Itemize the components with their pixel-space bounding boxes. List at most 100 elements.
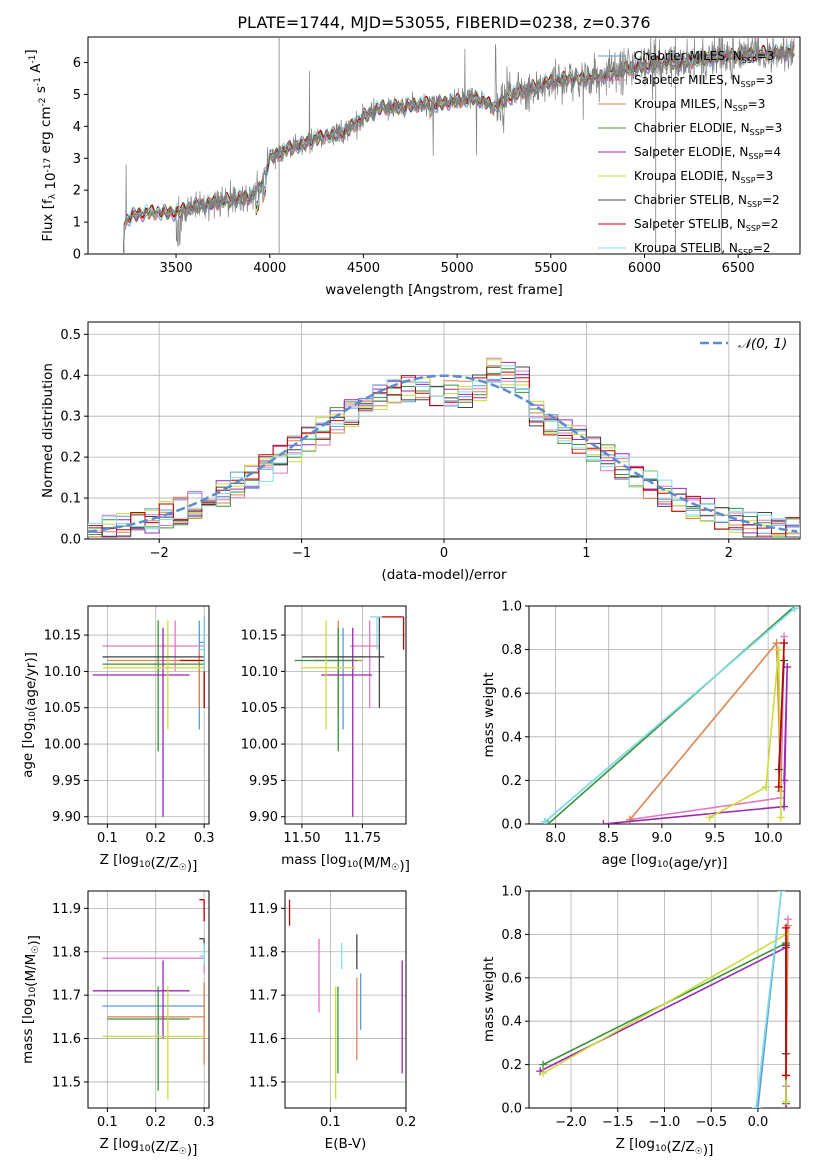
y-axis-label: Flux [fλ 10-17 erg cm-2 s-1 A-1]	[23, 49, 59, 241]
x-axis-label: mass [log10(M/M☉)]	[281, 852, 410, 874]
y-tick-label: 11.7	[249, 989, 278, 1004]
y-tick-label: 11.5	[52, 1075, 81, 1090]
x-tick-label: 11.50	[283, 831, 320, 846]
mass-vs-metallicity-panel: 0.1 0.2 0.3 11.5 11.6 11.7 11.8 11.9 Z [log10(Z/…	[20, 890, 215, 1158]
x-tick-label: −1.5	[602, 1115, 634, 1130]
x-tick-label: 0.3	[194, 831, 215, 846]
y-tick-label: 0	[73, 248, 81, 263]
mass-weight-marker	[774, 782, 783, 791]
y-tick-label: 0.4	[60, 369, 81, 384]
x-axis-label: Z [log10(Z/Z☉)]	[100, 852, 198, 874]
residual-histogram-line	[88, 365, 800, 538]
legend-nssp: 4	[773, 145, 781, 159]
mass-weight-marker	[705, 813, 714, 822]
spectrum-panel: 3500 4000 4500 5000 5500 6000 6500 0 1 2 3 4 5 6 wavel…	[23, 36, 801, 298]
y-tick-label: 9.95	[249, 774, 278, 789]
y-tick-label: 1.0	[501, 600, 522, 615]
y-tick-label: 0.6	[501, 971, 522, 986]
axes-frame	[284, 890, 407, 1109]
x-tick-label: 0.2	[396, 1115, 417, 1130]
legend-model-name: Salpeter MILES	[634, 73, 724, 87]
y-tick-label: 9.95	[52, 774, 81, 789]
mass-weight-vs-age-panel: 8.0 8.5 9.0 9.5 10.0 0.0 0.2 0.4 0.6 0.8 1.0 age [l…	[481, 600, 801, 871]
y-axis-label: age [log10(age/yr)]	[20, 652, 39, 778]
y-tick-label: 0.3	[60, 410, 81, 425]
y-axis-label: mass weight	[481, 672, 497, 757]
mass-weight-marker	[781, 1071, 790, 1080]
x-tick-label: 0.2	[145, 831, 166, 846]
legend-model-name: Kroupa MILES	[634, 97, 716, 111]
legend-nssp: 2	[772, 193, 780, 207]
x-tick-label: 11.75	[344, 831, 381, 846]
mass-weight-marker	[539, 1069, 548, 1078]
legend-model-name: Chabrier STELIB	[634, 193, 730, 207]
x-tick-label: 0.1	[320, 1115, 341, 1130]
y-tick-label: 11.6	[249, 1032, 278, 1047]
x-tick-label: −1	[292, 546, 311, 561]
y-tick-label: 10.05	[241, 701, 278, 716]
mass-weight-marker	[540, 817, 549, 824]
legend-model-name: Salpeter ELODIE	[634, 145, 732, 159]
legend-label: Chabrier MILES, NSSP=3	[634, 49, 774, 65]
mass-weight-line	[603, 666, 788, 824]
mass-weight-vs-metallicity-panel: −2.0 −1.5 −1.0 −0.5 0.0 0.0 0.2 0.4 0.6 0.8 1.0 Z […	[481, 885, 801, 1158]
x-axis-label: age [log10(age/yr)]	[602, 852, 728, 871]
mass-weight-marker	[777, 891, 786, 895]
x-tick-label: 1	[582, 546, 590, 561]
legend-model-name: Chabrier MILES	[634, 49, 725, 63]
y-tick-label: 0.5	[60, 328, 81, 343]
x-tick-label: 10.0	[754, 831, 783, 846]
x-axis-label: wavelength [Angstrom, rest frame]	[325, 282, 563, 298]
y-tick-label: 11.8	[249, 945, 278, 960]
legend-label: Kroupa ELODIE, NSSP=3	[634, 169, 773, 185]
y-tick-label: 0.4	[501, 730, 522, 745]
y-tick-label: 10.15	[241, 629, 278, 644]
mass-weight-marker	[780, 776, 789, 785]
x-tick-label: 5500	[534, 261, 567, 276]
mass-weight-marker	[539, 1060, 548, 1069]
legend-model-name: Kroupa STELIB	[634, 241, 721, 255]
y-axis-label: mass weight	[481, 957, 497, 1042]
legend-nssp: 3	[775, 121, 783, 135]
observed-spectrum-line	[123, 37, 795, 254]
y-tick-label: 3	[73, 152, 81, 167]
y-tick-label: 9.90	[52, 810, 81, 825]
plot-area	[123, 37, 795, 254]
mass-weight-line	[709, 649, 782, 819]
x-tick-label: 0.1	[97, 1115, 118, 1130]
y-tick-label: 9.90	[249, 810, 278, 825]
legend-model-name: Salpeter STELIB	[634, 217, 729, 231]
legend-nssp: 3	[758, 97, 766, 111]
residuals-histogram-panel: −2 −1 0 1 2 0.0 0.1 0.2 0.3 0.4 0.5 (data-model)/er…	[40, 321, 801, 583]
y-tick-label: 10.10	[241, 665, 278, 680]
mass-weight-marker	[753, 1104, 762, 1108]
gaussian-reference-line	[88, 374, 798, 534]
mass-weight-marker	[780, 639, 789, 648]
y-tick-label: 10.00	[44, 738, 81, 753]
y-tick-label: 0.0	[60, 533, 81, 548]
axes-frame	[87, 605, 210, 825]
plot-area	[540, 606, 799, 824]
x-tick-label: 5000	[441, 261, 474, 276]
legend-label: Salpeter MILES, NSSP=3	[634, 73, 773, 89]
y-tick-label: 0.1	[60, 492, 81, 507]
axes-frame	[87, 36, 801, 255]
legend-label: Kroupa STELIB, NSSP=2	[634, 241, 771, 257]
axes-frame	[528, 605, 801, 825]
legend-nssp: 3	[767, 49, 775, 63]
legend-label: Chabrier ELODIE, NSSP=3	[634, 121, 782, 137]
x-tick-label: 6500	[722, 261, 755, 276]
y-tick-label: 10.00	[241, 738, 278, 753]
y-tick-label: 2	[73, 184, 81, 199]
y-tick-label: 0.2	[501, 1058, 522, 1073]
age-vs-metallicity-panel: 0.1 0.2 0.3 9.90 9.95 10.00 10.05 10.10 10.15 Z […	[20, 605, 215, 874]
plot-area	[536, 891, 792, 1108]
plot-area	[88, 357, 800, 538]
x-tick-label: 8.0	[545, 831, 566, 846]
x-axis-label: (data-model)/error	[381, 567, 507, 583]
axes-frame	[284, 605, 407, 825]
y-tick-label: 0.0	[501, 1102, 522, 1117]
mass-weight-marker	[599, 820, 608, 824]
x-tick-label: −2	[150, 546, 169, 561]
